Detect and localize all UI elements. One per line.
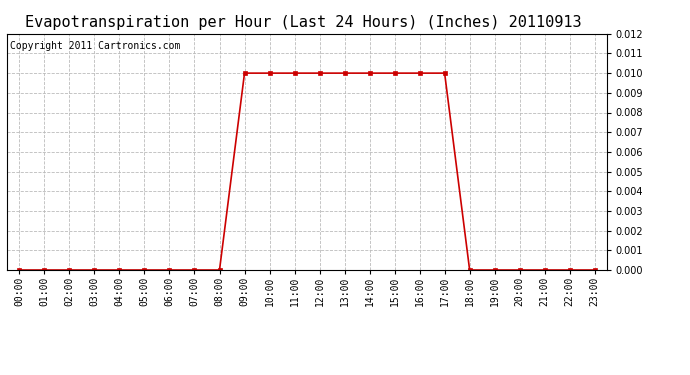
Text: Copyright 2011 Cartronics.com: Copyright 2011 Cartronics.com bbox=[10, 41, 180, 51]
Text: Evapotranspiration per Hour (Last 24 Hours) (Inches) 20110913: Evapotranspiration per Hour (Last 24 Hou… bbox=[26, 15, 582, 30]
